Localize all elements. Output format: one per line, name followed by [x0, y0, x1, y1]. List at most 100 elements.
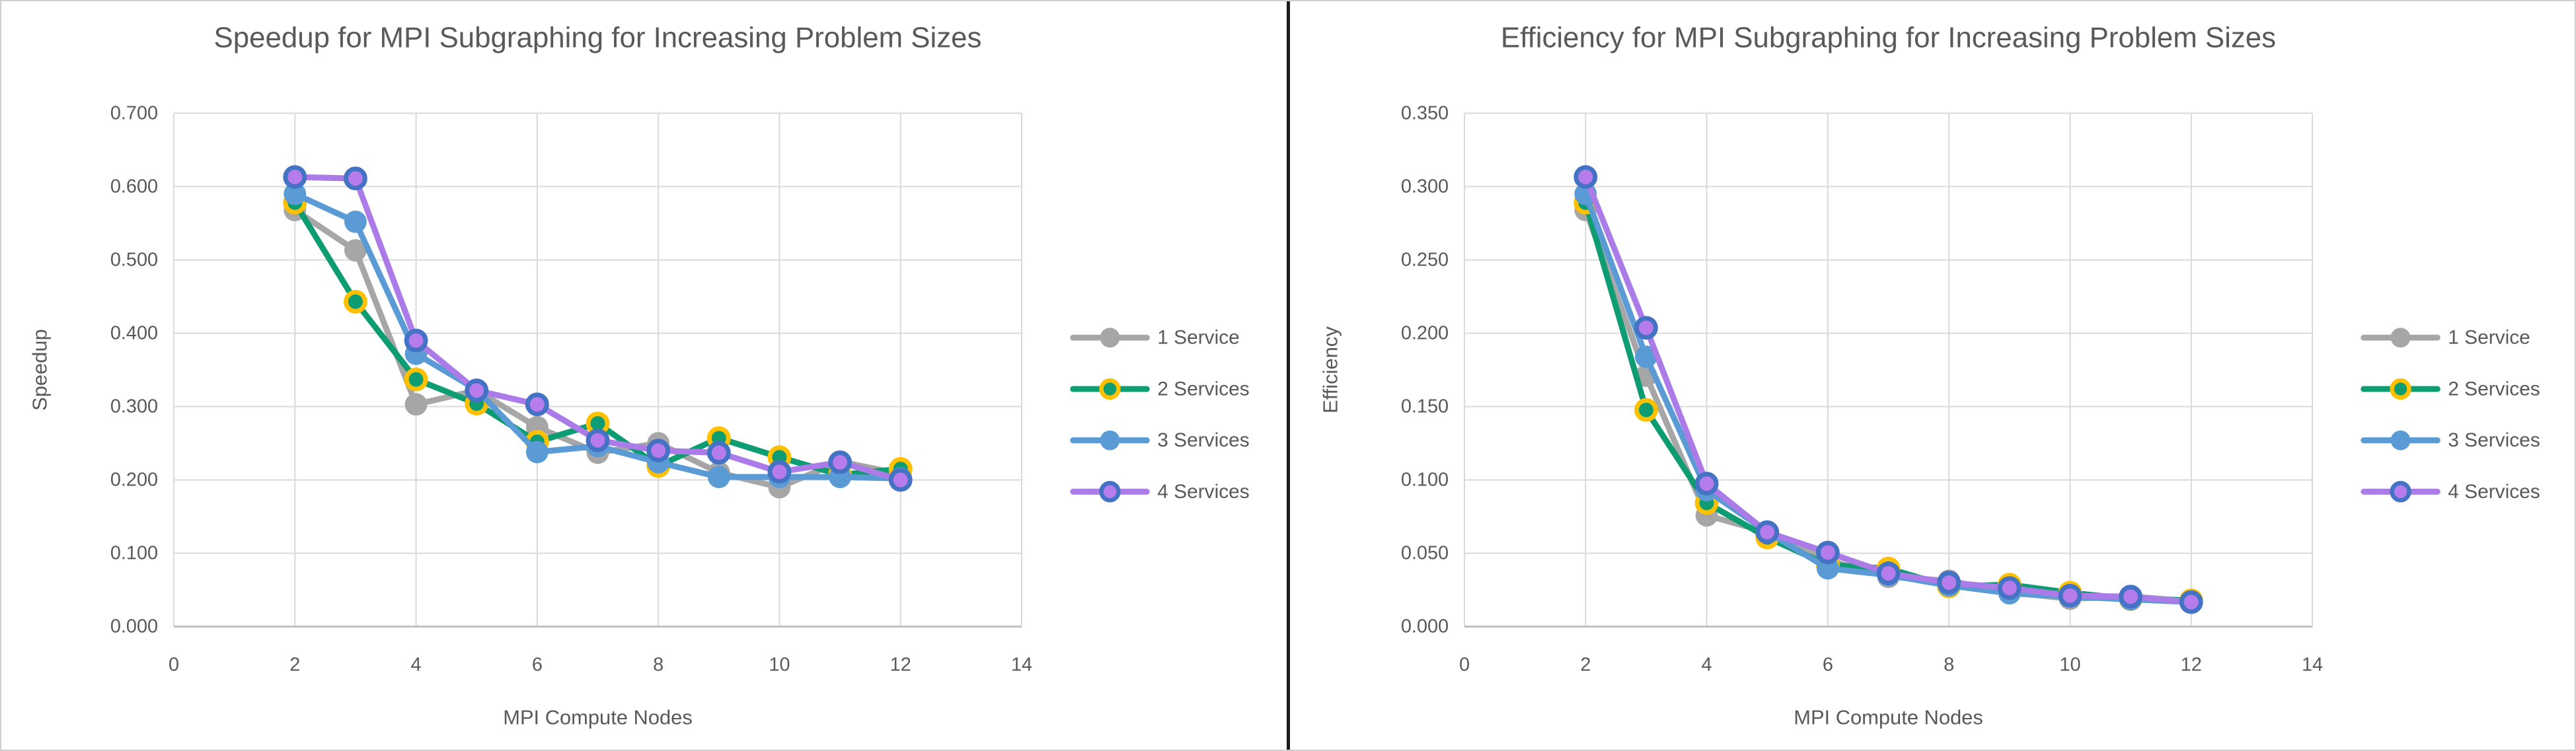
- x-tick-label: 4: [1701, 654, 1712, 675]
- legend-label: 4 Services: [2448, 481, 2540, 503]
- legend-label: 1 Service: [1157, 327, 1240, 349]
- y-tick-label: 0.350: [1400, 102, 1448, 124]
- data-point-marker-4-services: [465, 378, 489, 403]
- legend-item-4-services: 4 Services: [2360, 481, 2540, 503]
- data-point-marker-4-services: [706, 441, 731, 465]
- data-point-marker-1-service: [404, 393, 428, 416]
- legend-item-1-service: 1 Service: [1070, 327, 1240, 349]
- y-tick-label: 0.100: [1400, 470, 1448, 491]
- legend-item-2-services: 2 Services: [1070, 378, 1250, 400]
- legend-label: 2 Services: [2448, 378, 2540, 400]
- chart-title: Speedup for MPI Subgraphing for Increasi…: [214, 21, 982, 54]
- x-tick-label: 10: [769, 654, 790, 675]
- legend-label: 1 Service: [2448, 327, 2530, 349]
- data-point-marker-4-services: [1936, 571, 1961, 594]
- data-point-marker-4-services: [828, 450, 852, 474]
- series-line-4-services: [1582, 174, 2194, 606]
- data-point-marker-4-services: [1815, 540, 1840, 565]
- efficiency-chart: Efficiency for MPI Subgraphing for Incre…: [1318, 21, 2540, 729]
- legend-marker: [1099, 378, 1121, 400]
- data-point-marker-4-services: [586, 428, 610, 452]
- data-point-marker-3-services: [1634, 345, 1657, 368]
- data-point-marker-4-services: [1755, 520, 1779, 544]
- data-point-marker-4-services: [404, 328, 428, 353]
- x-axis-title: MPI Compute Nodes: [1794, 706, 1983, 729]
- speedup-chart: Speedup for MPI Subgraphing for Increasi…: [28, 21, 1250, 729]
- legend-marker: [2390, 430, 2410, 450]
- y-tick-label: 0.600: [110, 176, 158, 197]
- data-point-marker-3-services: [525, 441, 549, 464]
- data-point-marker-4-services: [2058, 583, 2082, 608]
- data-point-marker-4-services: [1573, 165, 1597, 189]
- x-tick-label: 0: [1458, 654, 1469, 675]
- plot-area: 0 2 4 6 8 10 12 14 0.000 0.050 0.100 0.150 0.200 0.25…: [1400, 102, 2322, 675]
- legend-label: 3 Services: [2448, 429, 2540, 451]
- data-point-marker-2-services: [404, 367, 428, 392]
- y-tick-label: 0.000: [1400, 616, 1448, 637]
- data-point-marker-4-services: [646, 439, 671, 463]
- data-point-marker-4-services: [2118, 585, 2142, 609]
- data-point-marker-2-services: [343, 289, 367, 314]
- y-tick-label: 0.500: [110, 249, 158, 270]
- legend-item-3-services: 3 Services: [1070, 429, 1250, 451]
- data-point-marker-4-services: [888, 468, 913, 492]
- legend-marker: [2389, 481, 2411, 503]
- x-tick-label: 10: [2059, 654, 2080, 675]
- x-tick-label: 6: [1822, 654, 1833, 675]
- y-tick-label: 0.300: [1400, 176, 1448, 197]
- legend-item-1-service: 1 Service: [2360, 327, 2530, 349]
- legend-item-4-services: 4 Services: [1070, 481, 1250, 503]
- legend-label: 3 Services: [1157, 429, 1249, 451]
- x-tick-label: 2: [289, 654, 300, 675]
- legend-label: 4 Services: [1157, 481, 1249, 503]
- legend-label: 2 Services: [1157, 378, 1249, 400]
- data-point-marker-4-services: [1634, 316, 1658, 340]
- legend-marker: [2390, 328, 2410, 348]
- legend-marker: [1100, 328, 1120, 348]
- y-tick-label: 0.000: [110, 616, 158, 637]
- panel-divider: [1284, 1, 1292, 750]
- y-tick-label: 0.250: [1400, 249, 1448, 270]
- x-tick-label: 4: [411, 654, 422, 675]
- x-tick-label: 12: [2180, 654, 2201, 675]
- x-tick-label: 0: [169, 654, 179, 675]
- data-point-marker-4-services: [2179, 590, 2203, 614]
- legend-marker: [2389, 378, 2411, 400]
- legend-item-2-services: 2 Services: [2360, 378, 2540, 400]
- legend-item-3-services: 3 Services: [2360, 429, 2540, 451]
- data-point-marker-4-services: [1694, 472, 1719, 496]
- y-tick-label: 0.300: [110, 396, 158, 417]
- data-point-marker-4-services: [525, 392, 549, 417]
- y-tick-label: 0.050: [1400, 543, 1448, 564]
- legend: 1 Service 2 Services 3 Services 4 Services: [2360, 327, 2540, 503]
- data-point-marker-3-services: [344, 210, 367, 233]
- y-tick-label: 0.700: [110, 102, 158, 124]
- plot-area: 0 2 4 6 8 10 12 14 0.000 0.100 0.200 0.300 0.400 0.50…: [110, 102, 1032, 675]
- legend-marker: [1100, 430, 1120, 450]
- y-axis-title: Speedup: [28, 329, 51, 411]
- data-point-marker-3-services: [284, 182, 307, 205]
- chart-title: Efficiency for MPI Subgraphing for Incre…: [1500, 21, 2275, 54]
- x-tick-label: 14: [2301, 654, 2322, 675]
- x-tick-label: 6: [532, 654, 543, 675]
- x-tick-label: 14: [1011, 654, 1032, 675]
- y-axis-title: Efficiency: [1318, 326, 1342, 413]
- y-tick-label: 0.400: [110, 323, 158, 344]
- data-point-marker-4-services: [283, 165, 307, 189]
- x-tick-label: 12: [890, 654, 911, 675]
- data-point-marker-4-services: [767, 460, 792, 484]
- data-point-marker-2-services: [1634, 398, 1658, 422]
- speedup-chart-panel: Speedup for MPI Subgraphing for Increasi…: [1, 1, 1285, 750]
- efficiency-chart-panel: Efficiency for MPI Subgraphing for Incre…: [1291, 1, 2575, 750]
- legend: 1 Service 2 Services 3 Services 4 Services: [1070, 327, 1250, 503]
- data-point-marker-3-services: [707, 466, 730, 489]
- y-tick-label: 0.200: [110, 470, 158, 491]
- x-axis-title: MPI Compute Nodes: [503, 706, 693, 729]
- data-point-marker-1-service: [344, 239, 367, 262]
- y-tick-label: 0.100: [110, 543, 158, 564]
- x-tick-label: 8: [1944, 654, 1954, 675]
- y-tick-label: 0.150: [1400, 396, 1448, 417]
- x-tick-label: 2: [1580, 654, 1591, 675]
- legend-marker: [1099, 481, 1121, 503]
